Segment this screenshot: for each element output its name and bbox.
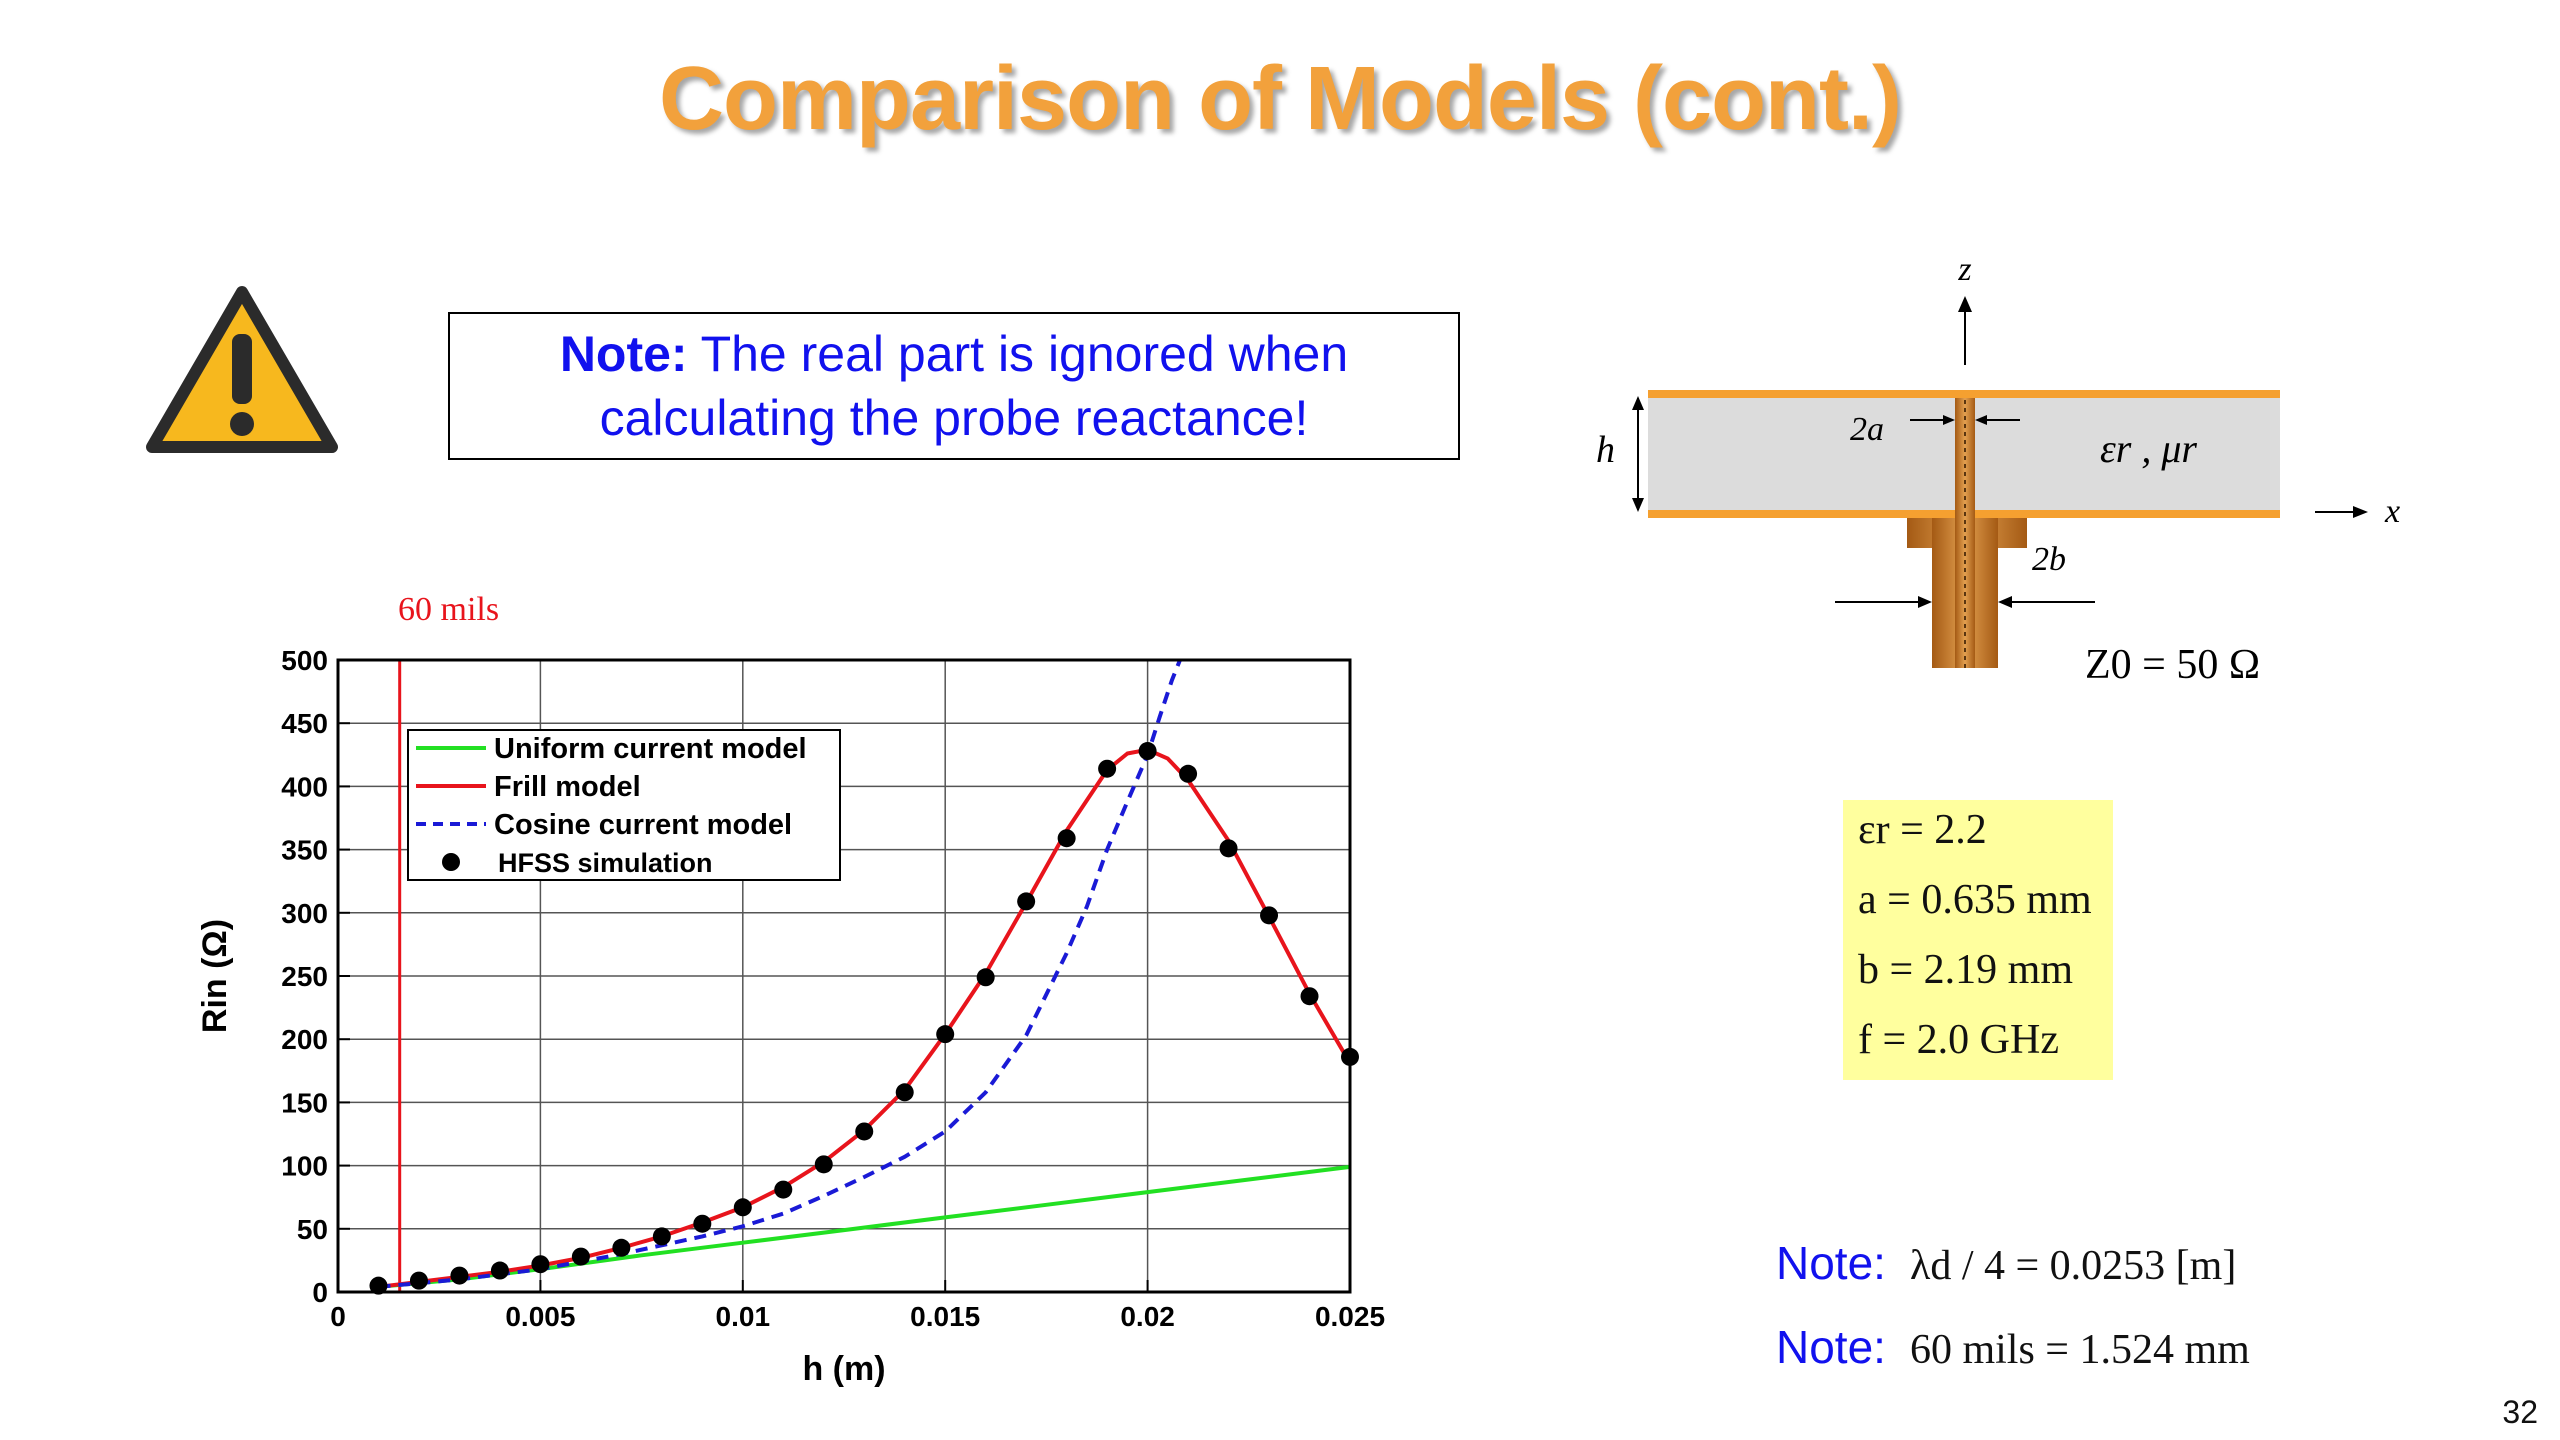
slide-title: Comparison of Models (cont.): [659, 49, 1902, 149]
y-tick-label: 50: [297, 1214, 328, 1245]
hfss-point: [936, 1025, 955, 1044]
bottom-note-label: Note:: [1776, 1237, 1886, 1289]
x-tick-label: 0.02: [1120, 1301, 1175, 1332]
note-box: Note: The real part is ignored when calc…: [448, 312, 1460, 460]
y-tick-label: 300: [281, 898, 328, 929]
z-axis-label: z: [1957, 251, 1971, 288]
x-tick-label: 0.025: [1315, 1301, 1385, 1332]
legend: Uniform current model Frill model Cosine…: [407, 729, 841, 881]
x-tick-label: 0.015: [910, 1301, 980, 1332]
y-tick-label: 150: [281, 1087, 328, 1118]
y-tick-label: 100: [281, 1151, 328, 1182]
hfss-point: [814, 1155, 833, 1174]
y-tick-label: 200: [281, 1024, 328, 1055]
bottom-note-mils: Note: 60 mils = 1.524 mm: [1776, 1320, 2250, 1374]
hfss-point: [1017, 892, 1036, 911]
hfss-point: [369, 1276, 388, 1295]
param-f: f = 2.0 GHz: [1858, 1017, 2059, 1063]
hfss-point: [612, 1238, 631, 1257]
y-tick-label: 500: [281, 645, 328, 676]
hfss-point: [1057, 829, 1076, 848]
marker-line-label: 60 mils: [398, 591, 499, 628]
parameters-box: εr = 2.2 a = 0.635 mm b = 2.19 mm f = 2.…: [1843, 800, 2113, 1080]
hfss-point: [1179, 764, 1198, 783]
bottom-note-label: Note:: [1776, 1321, 1886, 1373]
x-tick-label: 0: [330, 1301, 346, 1332]
y-tick-label: 350: [281, 835, 328, 866]
hfss-point: [895, 1083, 914, 1102]
hfss-point: [490, 1261, 509, 1280]
b-label: 2b: [2032, 541, 2066, 578]
y-tick-label: 400: [281, 771, 328, 802]
note-line2: calculating the probe reactance!: [599, 390, 1309, 446]
y-tick-label: 450: [281, 708, 328, 739]
probe-pin: [1955, 398, 1975, 668]
hfss-point: [855, 1122, 874, 1141]
y-axis-title: Rin (Ω): [196, 919, 234, 1033]
rin-vs-h-chart: 0 0.005 0.01 0.015 0.02 0.025 0 50 100 150 200 250 3…: [196, 591, 1385, 1388]
warning-triangle-icon: [146, 286, 338, 453]
hfss-point: [1260, 906, 1279, 925]
cosine-current-line: [378, 659, 1182, 1289]
param-a: a = 0.635 mm: [1858, 877, 2092, 923]
param-b: b = 2.19 mm: [1858, 947, 2074, 993]
x-tick-label: 0.01: [716, 1301, 771, 1332]
hfss-point: [652, 1227, 671, 1246]
legend-swatch-hfss: [442, 853, 460, 871]
legend-label-uniform: Uniform current model: [494, 733, 807, 765]
hfss-point: [1098, 759, 1117, 778]
y-tick-label: 0: [312, 1277, 328, 1308]
x-axis-title: h (m): [802, 1350, 885, 1388]
a-label: 2a: [1850, 411, 1884, 448]
legend-label-cosine: Cosine current model: [494, 809, 792, 841]
probe-diagram: z x h 2a 2b εr , μr Z0 = 50 Ω: [1596, 251, 2400, 688]
hfss-point: [1219, 839, 1238, 858]
hfss-point: [774, 1180, 793, 1199]
impedance-label: Z0 = 50 Ω: [2085, 642, 2260, 688]
hfss-point: [531, 1255, 550, 1274]
param-er: εr = 2.2: [1858, 807, 1987, 853]
material-label: εr , μr: [2100, 426, 2197, 471]
note-line1: The real part is ignored when: [687, 326, 1349, 382]
legend-label-frill: Frill model: [494, 771, 641, 803]
legend-box: [407, 729, 841, 881]
hfss-point: [1138, 742, 1157, 761]
hfss-point: [693, 1214, 712, 1233]
hfss-point: [409, 1271, 428, 1290]
x-axis-label: x: [2384, 493, 2400, 530]
y-tick-label: 250: [281, 961, 328, 992]
legend-label-hfss: HFSS simulation: [498, 848, 713, 878]
bottom-note-text: λd / 4 = 0.0253 [m]: [1909, 1243, 2237, 1289]
uniform-current-line: [378, 1164, 1351, 1289]
note-bold: Note:: [559, 326, 688, 382]
h-label: h: [1596, 429, 1615, 471]
hfss-point: [1300, 987, 1319, 1006]
hfss-point: [450, 1266, 469, 1285]
bottom-note-wavelength: Note: λd / 4 = 0.0253 [m]: [1776, 1236, 2236, 1290]
hfss-point: [976, 968, 995, 987]
hfss-point: [571, 1247, 590, 1266]
bottom-note-text: 60 mils = 1.524 mm: [1909, 1327, 2250, 1373]
hfss-point: [733, 1198, 752, 1217]
page-number: 32: [2502, 1394, 2538, 1430]
top-conductor: [1648, 390, 2280, 398]
x-tick-label: 0.005: [505, 1301, 575, 1332]
